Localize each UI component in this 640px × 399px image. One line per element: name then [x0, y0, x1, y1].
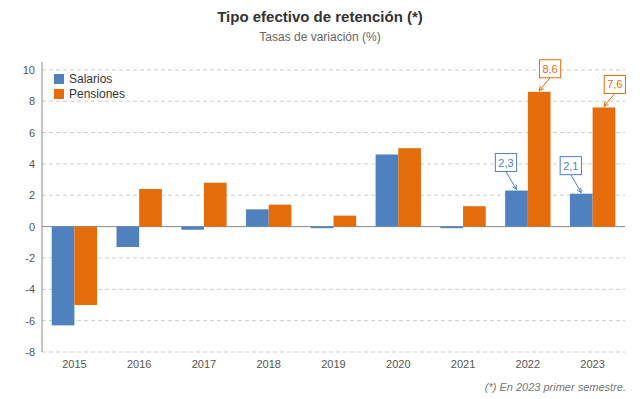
grid	[42, 70, 625, 352]
y-tick-label: -4	[25, 283, 35, 295]
bar	[376, 154, 399, 226]
title: Tipo efectivo de retención (*)	[217, 8, 423, 25]
annotation-arrow	[604, 93, 615, 106]
bar	[505, 191, 528, 227]
y-tick-label: -2	[25, 252, 35, 264]
x-tick-label: 2018	[256, 358, 280, 370]
x-tick-label: 2017	[192, 358, 216, 370]
bar	[528, 92, 551, 227]
annotation-box	[495, 154, 516, 172]
bar	[440, 227, 463, 229]
annotation-box	[560, 157, 581, 175]
x-tick-label: 2016	[127, 358, 151, 370]
annotation: 8,6	[539, 60, 561, 91]
annotation-arrow	[539, 78, 550, 91]
bar	[246, 209, 269, 226]
y-tick-label: -6	[25, 315, 35, 327]
bar	[398, 148, 421, 226]
x-tick-label: 2021	[451, 358, 475, 370]
bars	[52, 92, 616, 326]
x-tick-label: 2022	[516, 358, 540, 370]
y-tick-label: -8	[25, 346, 35, 358]
grid-line	[42, 69, 625, 70]
annotation: 7,6	[604, 75, 626, 106]
legend: SalariosPensiones	[54, 72, 125, 101]
bar	[570, 194, 593, 227]
annotations: 2,3 2,1 8,6 7,6	[495, 60, 625, 193]
y-tick-label: 0	[29, 221, 35, 233]
bar	[116, 227, 139, 247]
bar	[204, 183, 227, 227]
annotation-arrowhead	[604, 102, 609, 107]
bar	[52, 227, 75, 326]
bar	[74, 227, 97, 305]
annotation-arrowhead	[577, 188, 581, 193]
data-label: 8,6	[542, 63, 557, 75]
y-tick-label: 6	[29, 127, 35, 139]
x-ticks: 2015 2016 2017 2018 2019 2020 2021 2022 2023	[62, 358, 605, 370]
legend-swatch	[54, 74, 64, 84]
bar	[593, 107, 616, 226]
bar	[334, 216, 357, 227]
x-tick-label: 2019	[321, 358, 345, 370]
annotation: 2,3	[495, 154, 516, 190]
y-tick-label: 8	[29, 95, 35, 107]
bar	[181, 227, 204, 230]
chart: Tipo efectivo de retención (*) Tasas de v…	[0, 0, 640, 399]
footnote: (*) En 2023 primer semestre.	[485, 381, 626, 393]
grid-line	[42, 289, 625, 290]
y-tick-label: 10	[23, 64, 35, 76]
legend-label: Pensiones	[69, 87, 125, 101]
grid-line	[42, 257, 625, 258]
data-label: 2,1	[563, 160, 578, 172]
legend-swatch	[54, 89, 64, 99]
annotation-box	[604, 75, 625, 93]
annotation-box	[539, 60, 560, 78]
annotation-arrow	[571, 175, 581, 193]
legend-label: Salarios	[69, 72, 112, 86]
grid-line	[42, 320, 625, 321]
annotation-arrowhead	[539, 86, 544, 91]
y-tick-label: 4	[29, 158, 35, 170]
annotation-arrowhead	[512, 185, 516, 190]
bar	[311, 227, 334, 229]
bar	[463, 206, 486, 226]
x-tick-label: 2020	[386, 358, 410, 370]
bar	[269, 205, 292, 227]
annotation: 2,1	[560, 157, 581, 193]
y-tick-label: 2	[29, 189, 35, 201]
x-tick-label: 2015	[62, 358, 86, 370]
data-label: 2,3	[498, 157, 513, 169]
grid-line	[42, 352, 625, 353]
annotation-arrow	[506, 172, 516, 190]
y-axis	[42, 62, 43, 352]
page: {"chart_data": {"type": "bar", "title": …	[0, 0, 640, 399]
subtitle: Tasas de variación (%)	[259, 30, 380, 44]
data-label: 7,6	[607, 78, 622, 90]
bar	[139, 189, 162, 227]
y-ticks: -8 -6 -4 -2 0 2 4 6 8 10	[23, 64, 35, 358]
x-tick-label: 2023	[580, 358, 604, 370]
